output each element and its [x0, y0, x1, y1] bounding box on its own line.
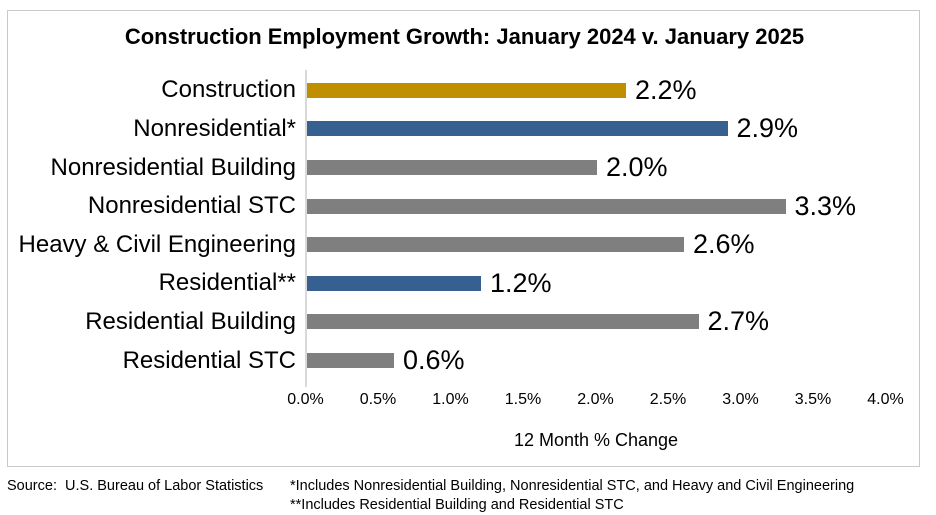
value-label: 2.7%	[707, 306, 770, 337]
footnote-1: *Includes Nonresidential Building, Nonre…	[290, 478, 855, 494]
bar-heavy-civil-engineering	[307, 237, 684, 253]
value-label: 3.3%	[794, 190, 857, 221]
value-label: 2.6%	[693, 229, 755, 260]
footnote-2: **Includes Residential Building and Resi…	[290, 496, 624, 513]
bar-nonresidential-building	[307, 160, 597, 175]
bar-construction	[307, 82, 626, 98]
category-label: Residential Building	[85, 307, 296, 335]
category-label: Heavy & Civil Engineering	[18, 230, 296, 258]
category-label: Construction	[161, 76, 296, 104]
value-label: 2.9%	[736, 113, 799, 144]
x-tick-label: 2.5%	[649, 391, 687, 408]
category-label: Nonresidential Building	[50, 153, 296, 181]
category-label: Residential**	[158, 269, 296, 297]
footnotes: *Includes Nonresidential Building, Nonre…	[290, 477, 854, 514]
value-label: 0.6%	[403, 345, 465, 375]
bar-residential-stc	[307, 353, 394, 368]
x-tick-label: 3.0%	[722, 391, 759, 408]
x-axis-title: 12 Month % Change	[513, 430, 679, 450]
bar-nonresidential-stc	[307, 198, 786, 214]
x-tick-label: 4.0%	[867, 391, 904, 408]
y-axis-line	[305, 70, 307, 387]
category-label: Residential STC	[122, 346, 296, 374]
source-text: Source: U.S. Bureau of Labor Statistics	[7, 478, 264, 494]
bar-residential-building	[307, 314, 699, 330]
value-label: 1.2%	[490, 267, 552, 298]
value-label: 2.0%	[606, 152, 668, 182]
category-label: Nonresidential*	[133, 114, 296, 142]
bar-residential	[307, 275, 481, 291]
x-tick-label: 0.5%	[359, 391, 397, 408]
x-tick-label: 1.0%	[432, 391, 469, 408]
category-label: Nonresidential STC	[87, 192, 296, 220]
chart-title: Construction Employment Growth: January …	[124, 24, 805, 49]
x-tick-label: 3.5%	[794, 391, 832, 408]
x-tick-label: 2.0%	[577, 391, 614, 408]
value-label: 2.2%	[635, 74, 697, 105]
bar-nonresidential	[307, 121, 728, 137]
x-tick-label: 0.0%	[287, 391, 324, 408]
x-tick-label: 1.5%	[504, 391, 542, 408]
